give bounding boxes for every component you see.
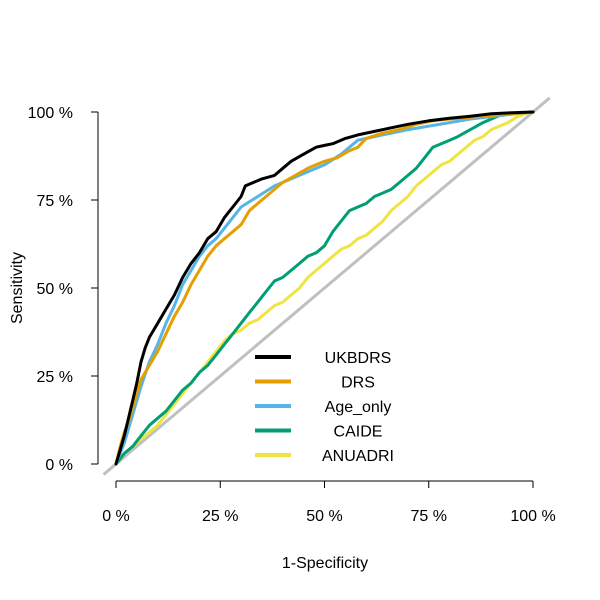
x-tick-label: 0 % bbox=[102, 508, 130, 525]
y-ticks: 0 % 25 % 50 % 75 % 100 % bbox=[28, 105, 98, 474]
series-lines bbox=[114, 110, 535, 466]
y-tick-label: 25 % bbox=[37, 369, 73, 386]
series-line-age-only bbox=[114, 110, 535, 466]
legend: UKBDRS DRS Age_only CAIDE ANUADRI bbox=[255, 350, 394, 465]
legend-label-age-only: Age_only bbox=[325, 399, 392, 416]
x-tick-label: 25 % bbox=[202, 508, 238, 525]
legend-label-drs: DRS bbox=[341, 375, 375, 392]
legend-label-anuadri: ANUADRI bbox=[322, 448, 394, 465]
series-line-ukbdrs bbox=[114, 110, 535, 466]
x-tick-label: 75 % bbox=[411, 508, 447, 525]
series-line-caide bbox=[114, 110, 535, 466]
y-tick-label: 75 % bbox=[37, 193, 73, 210]
legend-label-caide: CAIDE bbox=[334, 424, 383, 441]
y-axis-title: Sensitivity bbox=[9, 252, 26, 324]
x-tick-label: 100 % bbox=[510, 508, 555, 525]
legend-label-ukbdrs: UKBDRS bbox=[325, 350, 392, 367]
x-ticks: 0 % 25 % 50 % 75 % 100 % bbox=[102, 481, 556, 525]
series-line-drs bbox=[114, 110, 535, 466]
y-tick-label: 50 % bbox=[37, 281, 73, 298]
series-line-anuadri bbox=[114, 110, 535, 466]
y-tick-label: 0 % bbox=[45, 457, 73, 474]
x-tick-label: 50 % bbox=[306, 508, 342, 525]
y-tick-label: 100 % bbox=[28, 105, 73, 122]
x-axis-title: 1-Specificity bbox=[282, 555, 368, 572]
reference-diagonal bbox=[102, 96, 551, 476]
